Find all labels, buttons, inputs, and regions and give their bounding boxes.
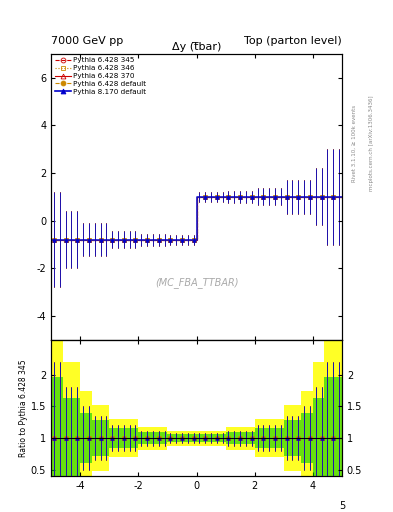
Text: Rivet 3.1.10, ≥ 100k events: Rivet 3.1.10, ≥ 100k events <box>352 105 357 182</box>
Title: Δy (t̅bar): Δy (t̅bar) <box>172 41 221 52</box>
Y-axis label: Ratio to Pythia 6.428 345: Ratio to Pythia 6.428 345 <box>19 359 28 457</box>
Text: (MC_FBA_TTBAR): (MC_FBA_TTBAR) <box>155 277 238 288</box>
Text: Top (parton level): Top (parton level) <box>244 36 342 46</box>
Legend: Pythia 6.428 345, Pythia 6.428 346, Pythia 6.428 370, Pythia 6.428 default, Pyth: Pythia 6.428 345, Pythia 6.428 346, Pyth… <box>53 56 148 96</box>
Text: 7000 GeV pp: 7000 GeV pp <box>51 36 123 46</box>
Text: 5: 5 <box>339 501 345 510</box>
Text: mcplots.cern.ch [arXiv:1306.3436]: mcplots.cern.ch [arXiv:1306.3436] <box>369 96 375 191</box>
